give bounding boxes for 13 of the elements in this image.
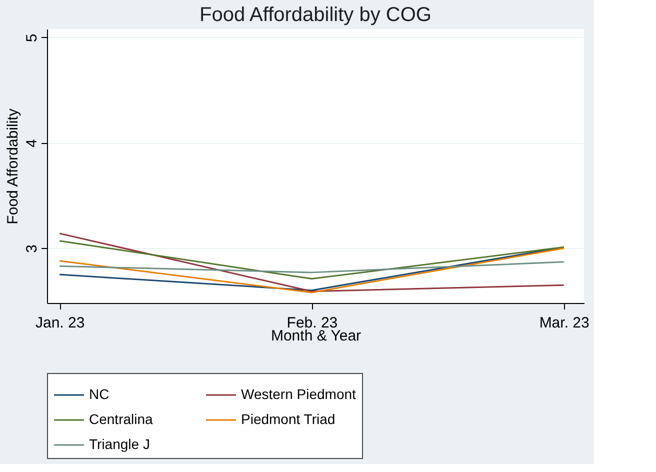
legend-label: Piedmont Triad <box>241 411 336 427</box>
y-axis-title: Food Affordability <box>4 108 22 224</box>
x-tick-label: Mar. 23 <box>539 314 590 332</box>
y-tick-label: 4 <box>24 139 40 148</box>
x-tick-label: Jan. 23 <box>35 314 85 332</box>
legend-label: NC <box>89 386 110 402</box>
legend-label: Centralina <box>89 411 154 427</box>
x-axis-title: Month & Year <box>270 328 362 344</box>
legend-label: Western Piedmont <box>241 386 356 402</box>
y-tick-label: 3 <box>24 244 40 253</box>
y-tick-label: 5 <box>24 34 40 42</box>
legend-label: Triangle J <box>89 436 150 452</box>
chart-title: Food Affordability by COG <box>200 4 432 26</box>
